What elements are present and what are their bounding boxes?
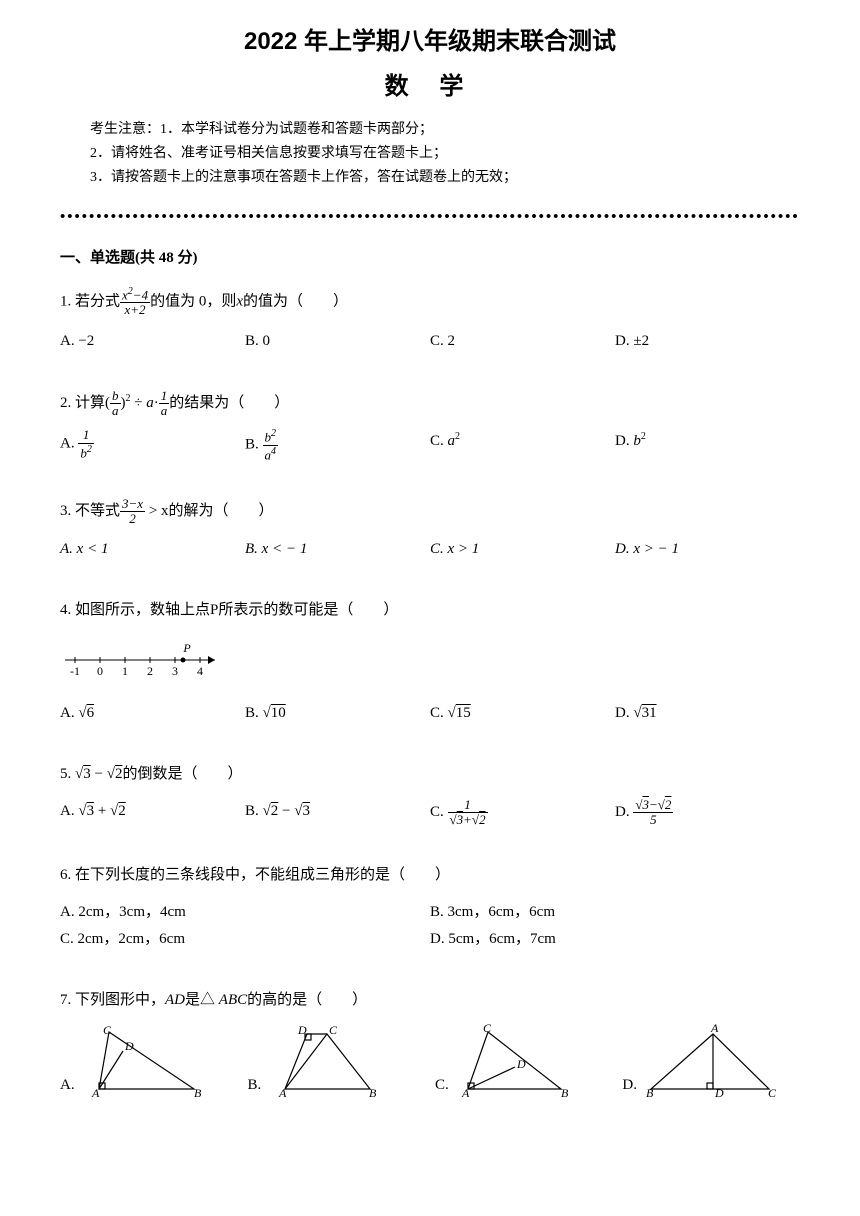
question-5: 5. √3 − √2的倒数是（ ） A. √3 + √2 B. √2 − √3 … (60, 761, 800, 828)
question-2: 2. 计算(ba)2 ÷ a·1a的结果为（ ） A. 1b2 B. b2a4 … (60, 389, 800, 463)
q7-options: A. A B C D B. (60, 1024, 800, 1099)
q3-opt-c: C. x > 1 (430, 536, 615, 563)
q3-suffix: > x的解为（ ） (145, 503, 273, 519)
q4-text: 4. 如图所示，数轴上点P所表示的数可能是（ ） (60, 597, 800, 624)
q1-opt-d: D. ±2 (615, 328, 800, 355)
q3-prefix: 3. 不等式 (60, 503, 120, 519)
q2-suffix: 的结果为（ ） (169, 395, 289, 411)
svg-text:D: D (516, 1057, 526, 1071)
q5-text: 5. √3 − √2的倒数是（ ） (60, 761, 800, 788)
notice-2: 2．请将姓名、准考证号相关信息按要求填写在答题卡上； (90, 142, 800, 166)
svg-text:C: C (329, 1024, 338, 1037)
q1-options: A. −2 B. 0 C. 2 D. ±2 (60, 328, 800, 355)
q2-fraction-2: 1a (159, 389, 170, 419)
svg-text:A: A (91, 1086, 100, 1099)
svg-text:3: 3 (172, 664, 178, 678)
svg-text:P: P (182, 641, 191, 655)
svg-text:0: 0 (97, 664, 103, 678)
q1-fraction: x2−4x+2 (120, 286, 150, 318)
q1-opt-c: C. 2 (430, 328, 615, 355)
svg-text:A: A (710, 1024, 719, 1035)
q6-text: 6. 在下列长度的三条线段中，不能组成三角形的是（ ） (60, 862, 800, 889)
svg-text:-1: -1 (70, 664, 80, 678)
q2-fraction-1: ba (110, 389, 121, 419)
q3-opt-a: A. x < 1 (60, 536, 245, 563)
q7-text: 7. 下列图形中，AD是△ ABC的高的是（ ） (60, 987, 800, 1014)
q5-options: A. √3 + √2 B. √2 − √3 C. 1√3+√2 D. √3−√2… (60, 798, 800, 828)
q6-opt-d: D. 5cm，6cm，7cm (430, 926, 800, 953)
svg-text:B: B (369, 1086, 377, 1099)
svg-text:A: A (461, 1086, 470, 1099)
svg-text:A: A (278, 1086, 287, 1099)
svg-text:D: D (714, 1086, 724, 1099)
exam-subtitle: 数 学 (60, 65, 800, 108)
q1-mid: 的值为 0，则 (150, 293, 236, 309)
q4-opt-c: C. √15 (430, 700, 615, 727)
question-6: 6. 在下列长度的三条线段中，不能组成三角形的是（ ） A. 2cm，3cm，4… (60, 862, 800, 953)
q1-text: 1. 若分式x2−4x+2的值为 0，则x的值为（ ） (60, 286, 800, 318)
q4-opt-b: B. √10 (245, 700, 430, 727)
q5-opt-a: A. √3 + √2 (60, 798, 245, 828)
q6-opt-a: A. 2cm，3cm，4cm (60, 899, 430, 926)
q7-opt-d: D. B C A D (622, 1024, 800, 1099)
q6-options: A. 2cm，3cm，4cm B. 3cm，6cm，6cm C. 2cm，2cm… (60, 899, 800, 953)
svg-text:D: D (124, 1039, 134, 1053)
svg-text:B: B (646, 1086, 654, 1099)
svg-text:C: C (768, 1086, 777, 1099)
q7-opt-c: C. A B C D (435, 1024, 613, 1099)
notice-3: 3．请按答题卡上的注意事项在答题卡上作答，答在试题卷上的无效； (90, 166, 800, 190)
q2-options: A. 1b2 B. b2a4 C. a2 D. b2 (60, 428, 800, 462)
q7-opt-a: A. A B C D (60, 1024, 238, 1099)
q2-opt-c: C. a2 (430, 428, 615, 462)
section-title: 一、单选题(共 48 分) (60, 245, 800, 272)
q3-opt-d: D. x > − 1 (615, 536, 800, 563)
notice-1: 考生注意：1．本学科试卷分为试题卷和答题卡两部分； (90, 118, 800, 142)
q6-opt-c: C. 2cm，2cm，6cm (60, 926, 430, 953)
q1-opt-a: A. −2 (60, 328, 245, 355)
q1-suffix: 的值为（ ） (243, 293, 348, 309)
q4-numberline: -1 0 1 2 3 4 P (60, 640, 230, 690)
q2-text: 2. 计算(ba)2 ÷ a·1a的结果为（ ） (60, 389, 800, 419)
q2-prefix: 2. 计算 (60, 395, 105, 411)
exam-title: 2022 年上学期八年级期末联合测试 (60, 20, 800, 63)
q4-options: A. √6 B. √10 C. √15 D. √31 (60, 700, 800, 727)
q3-options: A. x < 1 B. x < − 1 C. x > 1 D. x > − 1 (60, 536, 800, 563)
q7-opt-b: B. A B C D (247, 1024, 425, 1099)
svg-text:C: C (483, 1024, 492, 1035)
svg-text:D: D (297, 1024, 307, 1037)
q1-prefix: 1. 若分式 (60, 293, 120, 309)
q5-opt-c: C. 1√3+√2 (430, 798, 615, 828)
q5-opt-b: B. √2 − √3 (245, 798, 430, 828)
divider-dotline: ••••••••••••••••••••••••••••••••••••••••… (60, 204, 800, 231)
q1-opt-b: B. 0 (245, 328, 430, 355)
q2-opt-a: A. 1b2 (60, 428, 245, 462)
q5-opt-d: D. √3−√25 (615, 798, 800, 828)
question-3: 3. 不等式3−x2 > x的解为（ ） A. x < 1 B. x < − 1… (60, 497, 800, 564)
svg-text:C: C (103, 1024, 112, 1037)
svg-text:B: B (194, 1086, 202, 1099)
q3-fraction: 3−x2 (120, 497, 145, 527)
q4-opt-d: D. √31 (615, 700, 800, 727)
question-1: 1. 若分式x2−4x+2的值为 0，则x的值为（ ） A. −2 B. 0 C… (60, 286, 800, 355)
question-7: 7. 下列图形中，AD是△ ABC的高的是（ ） A. A B C D B. (60, 987, 800, 1099)
q6-opt-b: B. 3cm，6cm，6cm (430, 899, 800, 926)
q3-text: 3. 不等式3−x2 > x的解为（ ） (60, 497, 800, 527)
svg-text:1: 1 (122, 664, 128, 678)
q2-opt-b: B. b2a4 (245, 428, 430, 462)
svg-text:B: B (561, 1086, 569, 1099)
svg-text:4: 4 (197, 664, 203, 678)
q2-opt-d: D. b2 (615, 428, 800, 462)
svg-text:2: 2 (147, 664, 153, 678)
q3-opt-b: B. x < − 1 (245, 536, 430, 563)
question-4: 4. 如图所示，数轴上点P所表示的数可能是（ ） -1 0 1 2 3 4 P (60, 597, 800, 727)
q4-opt-a: A. √6 (60, 700, 245, 727)
